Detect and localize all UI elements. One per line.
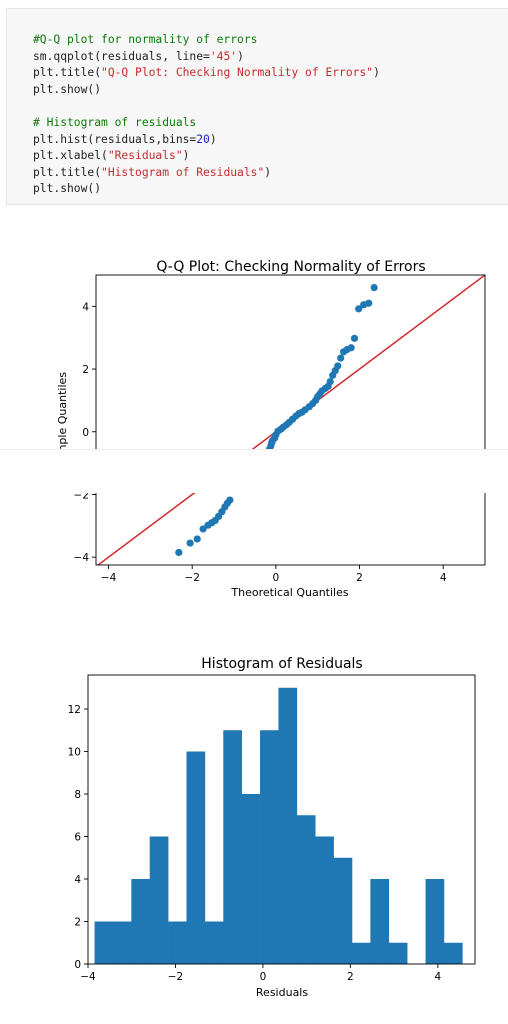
hist-bar <box>278 687 298 964</box>
hist-bar <box>131 879 151 964</box>
code-token: ) <box>209 132 217 146</box>
qq-point <box>175 548 183 557</box>
code-line: plt.show() <box>33 181 380 198</box>
hist-xtick-label: 2 <box>347 971 354 983</box>
qq-point <box>186 539 194 547</box>
qq-point <box>370 283 378 292</box>
code-text[interactable]: #Q-Q plot for normality of errors sm.qqpl… <box>33 32 380 198</box>
code-token: ) <box>182 149 190 163</box>
code-line: plt.show() <box>33 82 380 99</box>
hist-xtick-label: −2 <box>168 971 183 983</box>
code-line: plt.hist(residuals,bins=20) <box>33 132 380 149</box>
hist-title: Histogram of Residuals <box>201 656 362 672</box>
code-line: sm.qqplot(residuals, line='45') <box>33 49 380 66</box>
code-line: plt.title("Histogram of Residuals") <box>33 165 380 182</box>
hist-ytick-label: 4 <box>74 874 81 886</box>
hist-bar <box>333 857 353 964</box>
hist-bar <box>351 942 371 964</box>
hist-xtick-label: 4 <box>434 971 441 983</box>
code-line: plt.xlabel("Residuals") <box>33 148 380 165</box>
qq-point <box>337 354 345 362</box>
qq-point <box>226 496 234 504</box>
hist-bar <box>94 921 114 964</box>
hist-bar <box>223 730 242 964</box>
hist-bar <box>388 942 408 964</box>
code-token: plt.xlabel( <box>33 149 108 163</box>
qq-xtick-label: −2 <box>184 572 199 584</box>
hist-bar <box>168 921 187 964</box>
hist-bar <box>315 836 334 964</box>
code-token: ) <box>237 49 244 63</box>
code-token: plt.title( <box>33 66 102 80</box>
hist-xtick-label: −4 <box>80 971 96 983</box>
qq-ylabel: nple Quantiles <box>56 372 69 452</box>
code-token: plt.show() <box>33 182 102 196</box>
hist-bar <box>241 794 261 964</box>
code-token: # Histogram of residuals <box>33 115 197 129</box>
qq-xtick-label: 2 <box>356 572 363 584</box>
code-token: "Histogram of Residuals" <box>101 165 265 179</box>
hist-xlabel: Residuals <box>256 986 308 999</box>
code-token: plt.hist(residuals,bins= <box>33 132 197 146</box>
hist-bar <box>112 921 132 964</box>
qq-point <box>193 535 201 543</box>
qq-ytick-label: 4 <box>82 301 89 313</box>
qq-point <box>350 334 359 342</box>
qq-title: Q-Q Plot: Checking Normality of Errors <box>156 259 425 275</box>
qq-xlabel: Theoretical Quantiles <box>230 586 348 599</box>
hist-ytick-label: 12 <box>68 704 81 716</box>
output-separator <box>0 449 508 493</box>
qq-ytick-label: −4 <box>74 552 90 564</box>
code-token: sm.qqplot(residuals, line= <box>33 49 210 63</box>
code-token: "Residuals" <box>107 149 183 163</box>
qq-point <box>347 344 355 352</box>
code-token: plt.show() <box>33 82 102 96</box>
qq-ytick-label: 0 <box>82 427 89 439</box>
qq-point <box>199 525 207 533</box>
hist-ytick-label: 6 <box>74 832 81 844</box>
hist-ytick-label: 8 <box>74 789 81 801</box>
qq-point <box>326 377 334 386</box>
code-token: '45' <box>209 49 238 63</box>
code-token: "Q-Q Plot: Checking Normality of Errors" <box>101 66 374 80</box>
code-token: ) <box>373 66 380 80</box>
code-cell[interactable]: #Q-Q plot for normality of errors sm.qqpl… <box>6 8 508 205</box>
code-token: ) <box>264 165 272 179</box>
hist-bar <box>260 730 279 964</box>
qq-xtick-label: 4 <box>440 572 447 584</box>
qq-axes-frame <box>95 274 486 566</box>
qq-xtick-label: 0 <box>273 572 280 584</box>
code-line: #Q-Q plot for normality of errors <box>33 32 380 49</box>
code-line: # Histogram of residuals <box>33 115 380 132</box>
code-token: #Q-Q plot for normality of errors <box>33 33 258 46</box>
hist-xtick-label: 0 <box>260 971 267 983</box>
hist-bar <box>204 921 224 964</box>
qq-point <box>355 305 363 313</box>
hist-bar <box>370 879 390 964</box>
hist-bar <box>425 879 445 964</box>
hist-bar <box>186 751 206 964</box>
hist-bar <box>296 815 316 964</box>
hist-bar <box>149 836 169 964</box>
code-line: plt.title("Q-Q Plot: Checking Normality … <box>33 65 380 82</box>
hist-ytick-label: 2 <box>74 917 81 929</box>
hist-ytick-label: 0 <box>74 959 81 971</box>
code-token: plt.title( <box>33 165 102 179</box>
hist-bar <box>443 942 463 964</box>
qq-point <box>334 362 342 370</box>
qq-xtick-label: −4 <box>101 572 117 584</box>
qq-point <box>365 299 373 307</box>
qq-ytick-label: 2 <box>82 364 89 376</box>
hist-axes-frame <box>87 674 476 965</box>
code-token: 20 <box>196 132 210 146</box>
hist-ytick-label: 10 <box>68 747 81 759</box>
qq-plot: Q-Q Plot: Checking Normality of Errors −… <box>56 259 486 599</box>
